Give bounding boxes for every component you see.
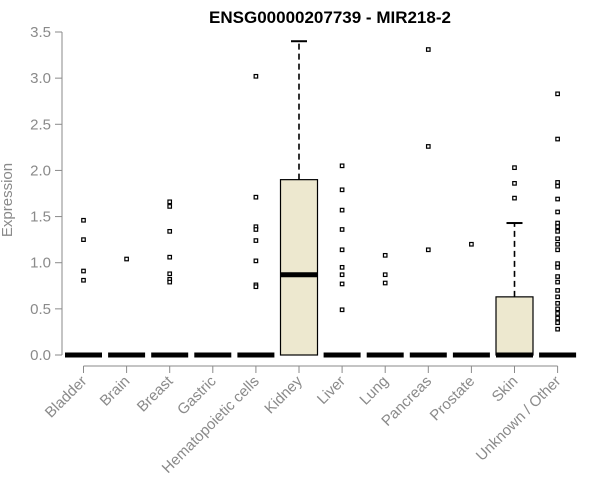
- outlier-point: [425, 47, 431, 52]
- outlier-point: [555, 264, 560, 270]
- outlier-point: [339, 281, 345, 287]
- outlier-point: [555, 241, 560, 247]
- box-group: [409, 47, 447, 358]
- x-tick-label: Breast: [134, 372, 177, 415]
- outlier-point: [81, 237, 86, 242]
- outlier-point: [555, 306, 560, 312]
- box-group: [452, 241, 490, 358]
- outlier-point: [469, 241, 474, 247]
- outlier-point: [555, 180, 560, 185]
- x-tick-label: Kidney: [261, 372, 306, 417]
- outlier-point: [555, 279, 560, 285]
- y-tick-label: 3.0: [30, 70, 51, 87]
- outlier-point: [555, 288, 560, 293]
- outlier-point: [555, 91, 560, 97]
- outlier-point: [167, 199, 173, 205]
- outlier-point: [555, 136, 560, 142]
- outlier-point: [167, 279, 173, 285]
- y-axis: 0.0 0.5 1.0 1.5 2.0 2.5 3.0 3.5: [30, 24, 63, 364]
- outlier-point: [555, 294, 560, 300]
- outlier-point: [555, 326, 560, 332]
- x-tick-label: Liver: [314, 373, 349, 408]
- outlier-point: [512, 165, 517, 171]
- outlier-point: [81, 268, 86, 274]
- outlier-point: [555, 236, 560, 242]
- outlier-point: [555, 315, 560, 321]
- outlier-point: [167, 271, 173, 277]
- outlier-point: [555, 224, 560, 230]
- outlier-point: [555, 196, 560, 202]
- outlier-point: [382, 272, 388, 278]
- chart-title: ENSG00000207739 - MIR218-2: [209, 8, 451, 27]
- outlier-point: [339, 307, 345, 313]
- outlier-point: [253, 227, 259, 232]
- outlier-point: [425, 247, 431, 253]
- y-tick-label: 0.0: [30, 347, 51, 364]
- outlier-point: [555, 261, 560, 266]
- outlier-point: [555, 209, 560, 215]
- outlier-point: [339, 247, 345, 253]
- outlier-point: [555, 247, 560, 253]
- x-tick-label: Skin: [489, 373, 522, 406]
- y-tick-label: 2.5: [30, 116, 51, 133]
- box-group: [279, 40, 319, 356]
- outlier-point: [253, 258, 259, 264]
- outlier-point: [512, 195, 517, 201]
- x-tick-label: Lung: [356, 373, 392, 409]
- outlier-point: [339, 264, 345, 270]
- outlier-point: [425, 144, 431, 149]
- y-tick-label: 2.0: [30, 162, 51, 179]
- outlier-point: [555, 220, 560, 226]
- box-group: [65, 217, 102, 358]
- outlier-point: [512, 180, 517, 186]
- box-group: [323, 163, 361, 358]
- outlier-point: [339, 187, 345, 193]
- box-group: [108, 256, 146, 358]
- outlier-point: [339, 272, 345, 278]
- outlier-point: [555, 183, 560, 189]
- y-axis-label: Expression: [0, 163, 16, 237]
- outlier-point: [339, 163, 345, 169]
- outlier-point: [555, 300, 560, 306]
- x-tick-label: Bladder: [42, 373, 91, 422]
- outlier-point: [382, 252, 388, 258]
- y-tick-label: 1.0: [30, 255, 51, 272]
- y-tick-label: 3.5: [30, 24, 51, 41]
- box-group: [237, 73, 275, 358]
- outlier-point: [253, 284, 259, 290]
- box-iqr: [279, 179, 319, 356]
- outlier-point: [253, 73, 259, 79]
- box-iqr: [495, 296, 534, 356]
- box-group: [495, 165, 534, 358]
- outlier-point: [339, 207, 345, 213]
- box-group: [151, 199, 189, 358]
- outlier-point: [555, 228, 560, 234]
- y-tick-label: 0.5: [30, 301, 51, 318]
- outlier-point: [555, 274, 560, 279]
- y-tick-label: 1.5: [30, 209, 51, 226]
- x-tick-label: Brain: [97, 373, 134, 410]
- outlier-point: [167, 254, 173, 260]
- box-group: [539, 91, 577, 358]
- outlier-point: [555, 311, 560, 316]
- outlier-point: [81, 217, 86, 223]
- x-tick-label: Prostate: [427, 373, 479, 425]
- outlier-point: [167, 204, 173, 209]
- outlier-point: [253, 194, 259, 200]
- box-group: [366, 252, 404, 358]
- outlier-point: [81, 277, 86, 283]
- outlier-point: [124, 256, 129, 262]
- outlier-point: [253, 238, 259, 243]
- outlier-point: [339, 227, 345, 232]
- outlier-point: [167, 228, 173, 234]
- outlier-point: [555, 320, 560, 326]
- box-series: [65, 40, 577, 358]
- outlier-point: [382, 280, 388, 286]
